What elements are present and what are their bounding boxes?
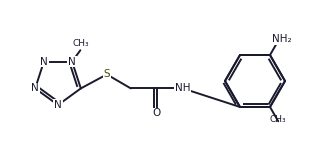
Text: NH: NH: [175, 83, 191, 93]
Text: NH₂: NH₂: [272, 34, 292, 44]
Text: N: N: [31, 83, 39, 93]
Text: CH₃: CH₃: [270, 115, 287, 124]
Text: CH₃: CH₃: [72, 39, 89, 48]
Text: N: N: [68, 57, 76, 67]
Text: NH: NH: [175, 83, 191, 93]
Text: O: O: [153, 108, 161, 118]
Text: N: N: [40, 57, 48, 67]
Text: S: S: [103, 69, 110, 79]
Text: N: N: [54, 100, 62, 110]
